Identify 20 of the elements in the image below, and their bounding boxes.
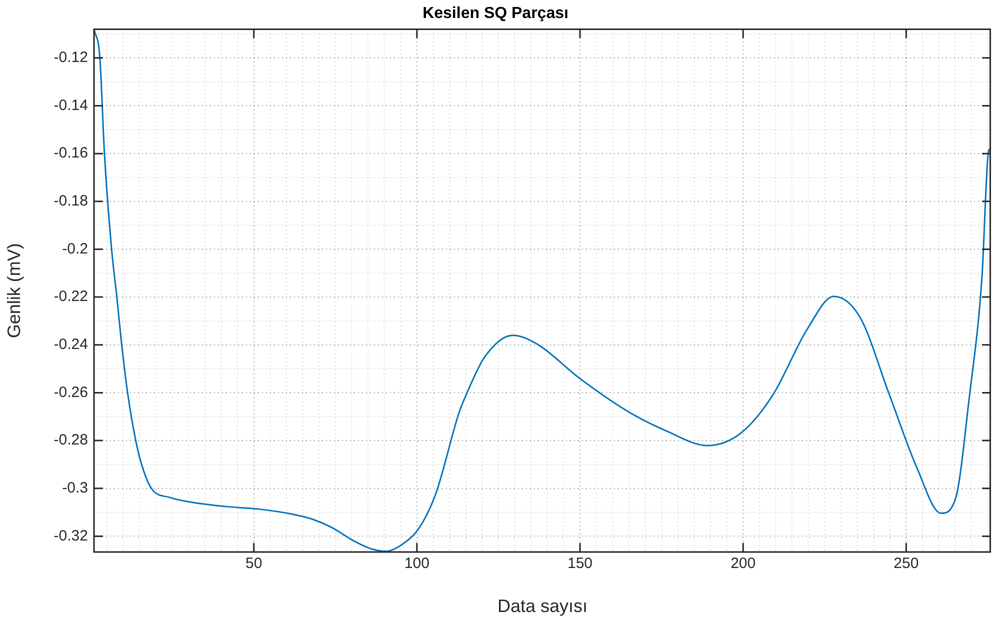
chart-title: Kesilen SQ Parçası — [422, 5, 568, 22]
y-tick-label: -0.26 — [54, 384, 88, 401]
y-tick-label: -0.12 — [54, 49, 88, 66]
line-series — [94, 29, 991, 552]
x-tick-label: 100 — [404, 555, 430, 572]
y-tick-label: -0.16 — [54, 144, 88, 162]
y-tick-label: -0.2 — [62, 240, 88, 258]
y-tick-label: -0.32 — [54, 527, 88, 544]
x-tick-label: 150 — [567, 555, 593, 572]
y-tick-label: -0.22 — [54, 288, 88, 306]
x-tick-label: 200 — [730, 555, 756, 572]
y-tick-label: -0.3 — [62, 480, 88, 497]
y-tick-label: -0.24 — [54, 336, 88, 354]
x-tick-label: 250 — [894, 555, 919, 572]
y-tick-label: -0.28 — [54, 432, 88, 449]
y-tick-label: -0.18 — [54, 192, 88, 210]
y-tick-label: -0.14 — [54, 96, 88, 114]
x-axis-title: Data sayısı — [497, 596, 588, 616]
y-axis-title: Genlik (mV) — [4, 243, 24, 338]
x-tick-label: 50 — [245, 555, 262, 572]
